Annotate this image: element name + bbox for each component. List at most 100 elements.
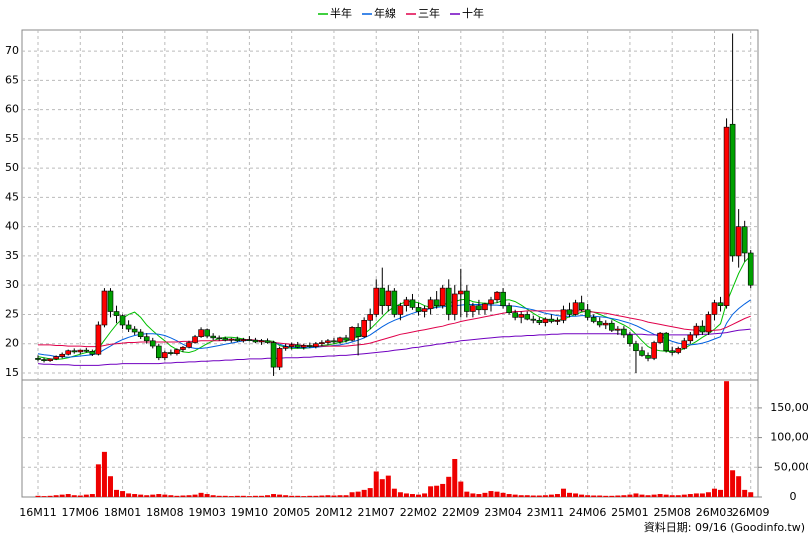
volume-bar: [138, 494, 144, 497]
candle-body: [542, 318, 549, 323]
x-tick-label: 18M08: [146, 506, 184, 519]
volume-bar: [440, 483, 446, 497]
volume-bar: [198, 492, 204, 497]
source-note: 資料日期: 09/16 (Goodinfo.tw): [644, 520, 805, 534]
candle-body: [288, 344, 295, 347]
candle-body: [554, 320, 561, 322]
candle-body: [276, 348, 283, 368]
candle-body: [488, 299, 494, 305]
volume-bar: [65, 494, 71, 497]
x-tick-label: 21M07: [357, 506, 395, 519]
volume-bar: [422, 493, 428, 497]
volume-bar: [234, 495, 240, 497]
volume-bar: [730, 470, 736, 497]
volume-bar: [567, 492, 573, 497]
candle-body: [325, 340, 331, 343]
x-tick-label: 20M12: [315, 506, 353, 519]
candle-body: [439, 287, 446, 306]
volume-bar: [162, 494, 168, 497]
volume-bar: [633, 493, 639, 497]
volume-bar: [512, 494, 518, 497]
volume-bar: [89, 494, 95, 497]
candle-body: [131, 328, 138, 333]
volume-bar: [548, 494, 554, 497]
candle-body: [41, 359, 47, 361]
y-tick-label: 35: [5, 249, 19, 262]
y-tick-label: 60: [5, 103, 19, 116]
volume-bar: [391, 488, 397, 497]
candle-body: [234, 338, 241, 342]
volume-bar: [107, 476, 113, 497]
candle-body: [35, 358, 41, 360]
candle-body: [457, 290, 464, 295]
volume-bar: [95, 464, 101, 497]
candle-body: [113, 311, 120, 316]
y-tick-label: 30: [5, 278, 19, 291]
volume-bar: [349, 492, 355, 497]
volume-bar: [718, 489, 724, 497]
candle-body: [705, 314, 712, 333]
x-tick-label: 24M06: [569, 506, 607, 519]
candle-body: [723, 126, 730, 306]
volume-bar: [464, 491, 470, 497]
volume-bar: [120, 491, 126, 497]
candle-body: [180, 346, 186, 350]
volume-bar: [554, 494, 560, 497]
candle-body: [143, 336, 150, 342]
volume-bar: [736, 476, 742, 497]
candle-body: [373, 287, 380, 315]
candle-body: [518, 314, 525, 318]
x-tick-label: 22M09: [442, 506, 480, 519]
candle-body: [149, 340, 156, 347]
candle-body: [222, 338, 229, 341]
candle-body: [95, 324, 102, 355]
volume-bar: [693, 493, 699, 497]
volume-bar: [488, 491, 494, 497]
y-tick-label: 25: [5, 307, 19, 320]
volume-bar: [470, 493, 476, 497]
candle-body: [566, 309, 573, 315]
volume-bar: [156, 494, 162, 497]
volume-bar: [168, 495, 174, 497]
volume-bar: [83, 494, 89, 497]
volume-bar: [289, 495, 295, 497]
candle-body: [168, 352, 174, 354]
candle-body: [711, 302, 718, 315]
volume-bar: [724, 381, 730, 497]
x-tick-label: 16M11: [19, 506, 57, 519]
volume-bar: [186, 495, 192, 497]
volume-bar: [150, 494, 156, 497]
candle-body: [204, 329, 210, 337]
candle-body: [83, 349, 90, 352]
plot-frame: [21, 29, 759, 498]
volume-bar: [705, 492, 711, 497]
candle-body: [367, 314, 374, 321]
volume-bar: [337, 495, 343, 497]
candle-body: [608, 322, 615, 331]
volume-bar: [301, 496, 307, 497]
candle-body: [156, 345, 162, 359]
candle-body: [89, 351, 96, 355]
volume-bar: [452, 458, 458, 497]
candle-body: [409, 299, 416, 308]
candle-body: [693, 325, 700, 336]
x-tick-label: 26M03: [696, 506, 734, 519]
candle-body: [192, 336, 198, 343]
volume-bar: [126, 493, 132, 497]
candle-body: [71, 350, 78, 353]
volume-bar: [416, 494, 422, 497]
candle-body: [512, 312, 518, 318]
candle-body: [669, 350, 676, 353]
candle-body: [572, 302, 579, 315]
candle-body: [65, 350, 71, 355]
volume-bar: [434, 485, 440, 497]
candle-body: [397, 305, 404, 315]
x-tick-label: 19M03: [188, 506, 226, 519]
volume-bar: [307, 495, 313, 497]
candle-body: [530, 318, 537, 321]
volume-bar: [657, 494, 663, 497]
volume-bar: [379, 479, 385, 497]
x-tick-label: 23M04: [484, 506, 522, 519]
volume-bar: [476, 494, 482, 497]
volume-bar: [446, 476, 452, 497]
